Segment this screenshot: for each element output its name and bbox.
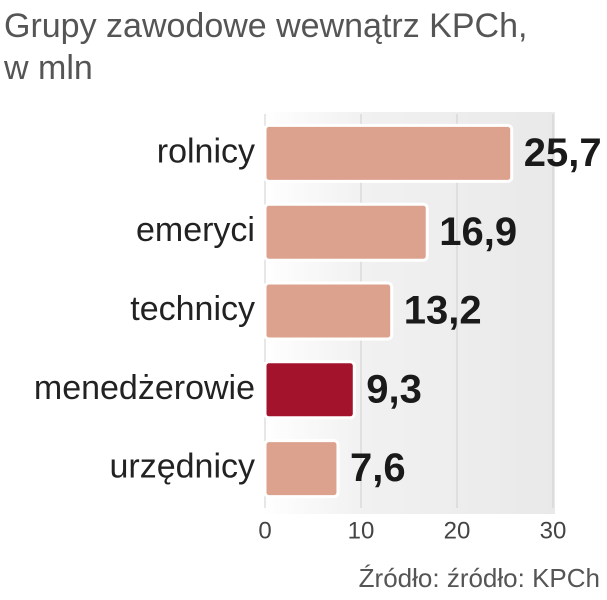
source: Źródło: źródło: KPCh (359, 563, 600, 593)
bar (263, 123, 514, 183)
category-label: rolnicy (157, 132, 255, 170)
value-label: 9,3 (366, 367, 422, 411)
category-label: menedżerowie (34, 369, 255, 407)
x-tick-label: 30 (540, 517, 567, 544)
value-label: 7,6 (350, 446, 406, 490)
bar (263, 202, 429, 262)
value-label: 16,9 (439, 210, 517, 254)
category-label: emeryci (136, 211, 255, 249)
value-label: 13,2 (404, 289, 482, 333)
value-label: 25,7 (524, 131, 602, 175)
category-label: technicy (130, 290, 255, 328)
x-tick-label: 20 (444, 517, 471, 544)
bar (263, 281, 394, 341)
bar (263, 360, 356, 420)
bar (263, 439, 340, 499)
x-tick-label: 0 (258, 517, 271, 544)
x-tick-label: 10 (348, 517, 375, 544)
category-label: urzędnicy (109, 448, 255, 486)
chart-title: Grupy zawodowe wewnątrz KPCh, (4, 7, 527, 45)
chart-title: w mln (3, 49, 93, 87)
